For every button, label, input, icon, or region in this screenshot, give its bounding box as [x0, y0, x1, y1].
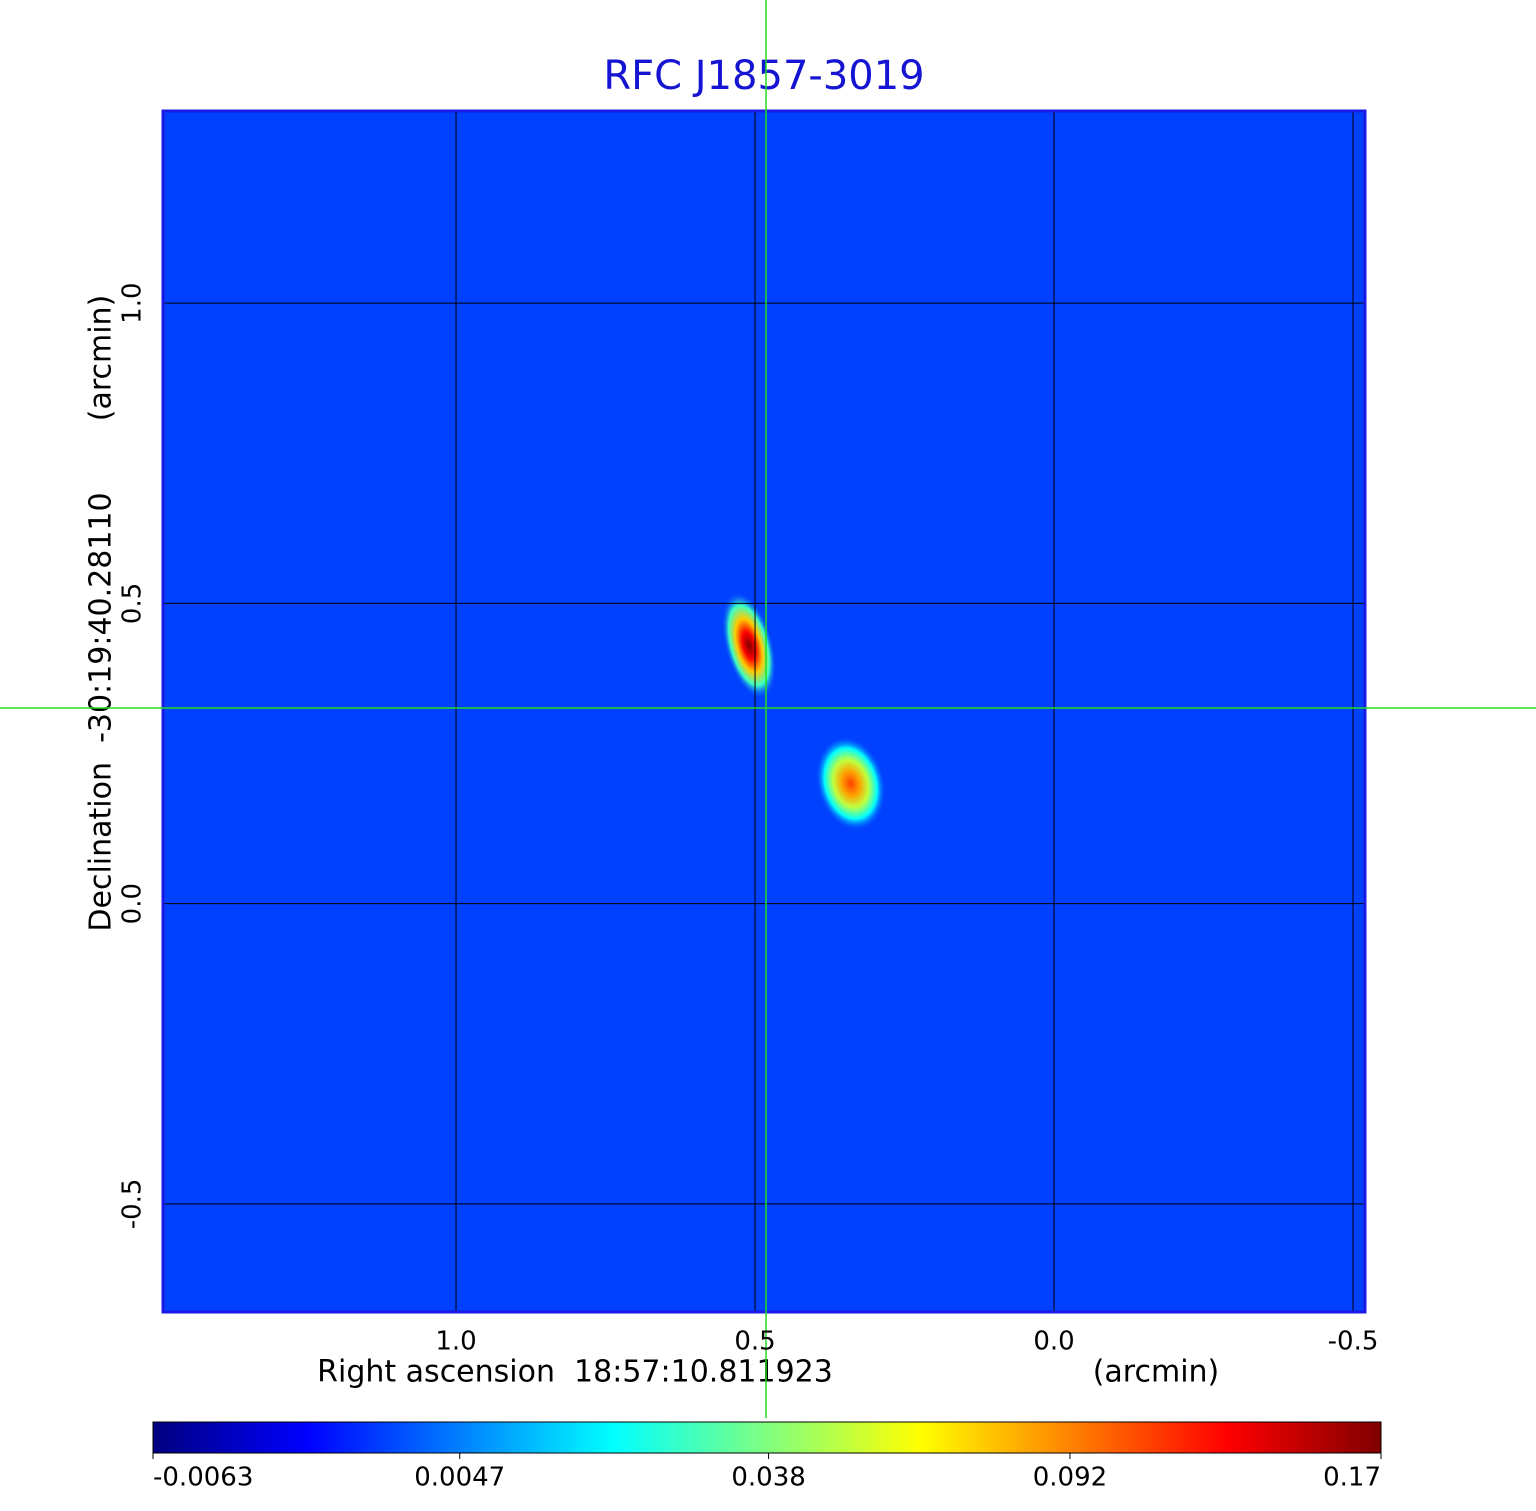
colorbar-tick-label: 0.17 — [1323, 1463, 1381, 1493]
plot-border — [161, 109, 1367, 1314]
y-tick-label: 0.0 — [118, 883, 148, 924]
plot-area — [161, 109, 1367, 1314]
chart-title: RFC J1857-3019 — [603, 53, 924, 99]
source-peak — [721, 591, 777, 699]
y-tick-label: 1.0 — [118, 282, 148, 323]
x-tick-label: 1.0 — [435, 1327, 476, 1357]
colorbar-tick-label: 0.0047 — [414, 1463, 505, 1493]
y-axis-unit: (arcmin) — [84, 295, 119, 422]
x-axis-unit: (arcmin) — [1093, 1355, 1220, 1390]
colorbar-tick-label: 0.038 — [731, 1463, 805, 1493]
x-tick-label: 0.0 — [1033, 1327, 1074, 1357]
y-axis-label: Declination -30:19:40.28110 — [84, 492, 119, 931]
y-tick-label: -0.5 — [118, 1179, 148, 1230]
x-axis-label: Right ascension 18:57:10.811923 — [317, 1355, 833, 1390]
image-background — [163, 111, 1365, 1312]
colorbar — [152, 1421, 1382, 1454]
x-tick-label: 0.5 — [734, 1327, 775, 1357]
colorbar-tick-label: -0.0063 — [153, 1463, 253, 1493]
source-peak — [815, 736, 886, 831]
x-tick-label: -0.5 — [1328, 1327, 1379, 1357]
colorbar-tick-label: 0.092 — [1033, 1463, 1107, 1493]
y-tick-label: 0.5 — [118, 583, 148, 624]
